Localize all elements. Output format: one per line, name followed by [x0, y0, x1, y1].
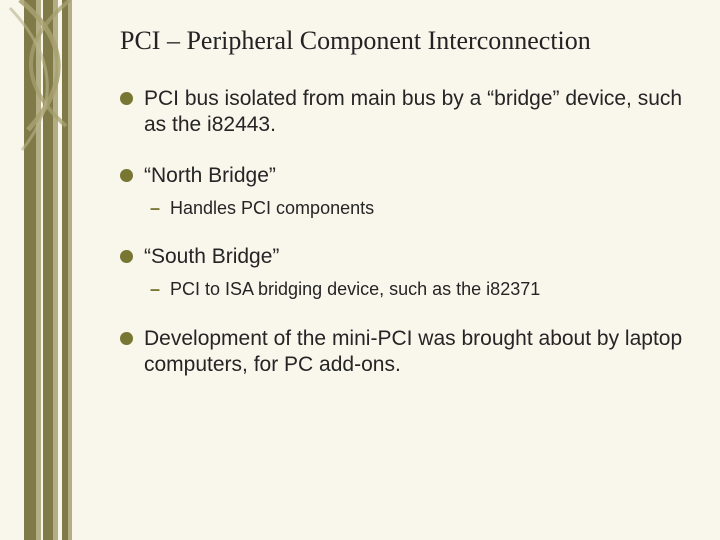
list-item: “South Bridge” PCI to ISA bridging devic… — [120, 244, 690, 302]
bullet-text: “South Bridge” — [144, 245, 279, 268]
bullet-text: “North Bridge” — [144, 164, 276, 187]
sub-list: Handles PCI components — [144, 197, 690, 220]
list-item: Development of the mini-PCI was brought … — [120, 326, 690, 379]
list-item: PCI bus isolated from main bus by a “bri… — [120, 86, 690, 139]
bullet-text: PCI bus isolated from main bus by a “bri… — [144, 87, 682, 136]
slide-content: PCI – Peripheral Component Interconnecti… — [120, 26, 690, 402]
bullet-text: Development of the mini-PCI was brought … — [144, 327, 682, 376]
list-item: “North Bridge” Handles PCI components — [120, 163, 690, 221]
sub-list: PCI to ISA bridging device, such as the … — [144, 278, 690, 301]
bullet-list: PCI bus isolated from main bus by a “bri… — [120, 86, 690, 378]
sub-item: PCI to ISA bridging device, such as the … — [144, 278, 690, 301]
decorative-sidebar — [0, 0, 100, 540]
slide-title: PCI – Peripheral Component Interconnecti… — [120, 26, 690, 56]
sub-item: Handles PCI components — [144, 197, 690, 220]
